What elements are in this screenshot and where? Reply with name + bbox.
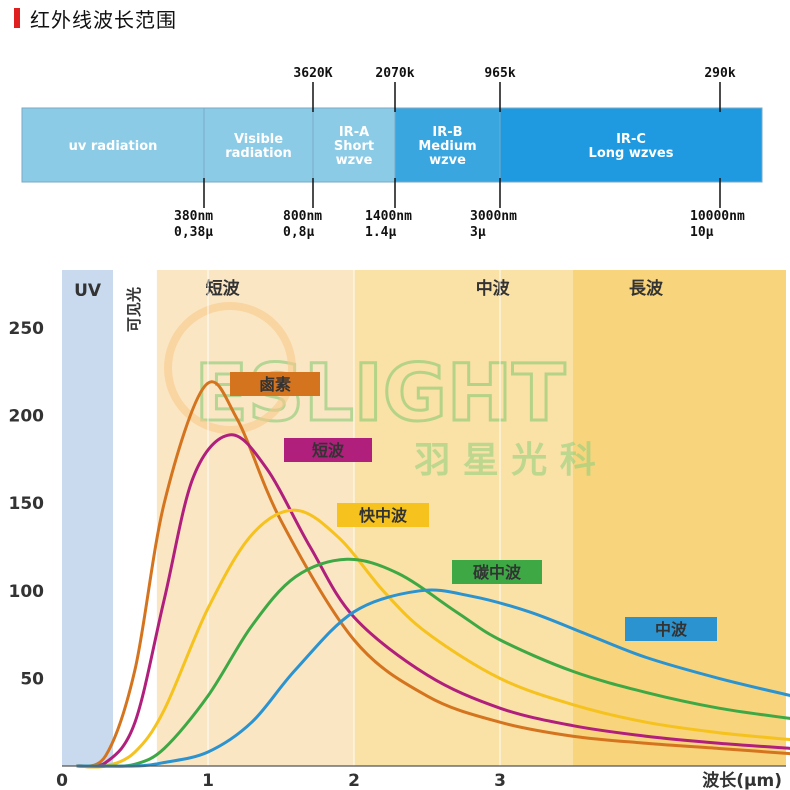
- x-axis-title: 波长(μm): [702, 770, 782, 790]
- spectrum-segment: [499, 107, 763, 183]
- x-tick-label: 0: [56, 771, 68, 790]
- series-label-tag: [452, 560, 542, 584]
- spectrum-bottom-label: 1400nm: [365, 209, 412, 224]
- spectrum-top-label: 290k: [704, 66, 735, 81]
- y-tick-label: 250: [9, 319, 45, 339]
- watermark-ring: [164, 302, 296, 434]
- series-line: [76, 380, 790, 768]
- spectral-chart: UV 可见光 短波 中波 長波 ESLIGHT 羽 星 光 科 鹵素短波快中波碳中波中波…: [9, 270, 790, 790]
- watermark: ESLIGHT 羽 星 光 科: [164, 302, 596, 481]
- y-tick-label: 100: [9, 582, 45, 602]
- series-label-text: 碳中波: [473, 563, 522, 582]
- series-label-tag: [625, 617, 717, 641]
- spectrum-segment-label: Short: [334, 139, 374, 154]
- spectrum-top-label: 965k: [484, 66, 515, 81]
- series-line: [76, 557, 790, 768]
- y-tick-label: 200: [9, 407, 45, 427]
- series-label-text: 快中波: [359, 506, 408, 525]
- series-label-tag: [337, 503, 429, 527]
- spectrum-bottom-label: 0,38μ: [174, 225, 213, 240]
- region-label-visible: 可见光: [125, 287, 143, 332]
- region-label-long: 長波: [629, 278, 664, 299]
- spectrum-bottom-label: 1.4μ: [365, 225, 396, 240]
- series-line: [76, 433, 790, 769]
- page-title: 红外线波长范围: [30, 7, 177, 32]
- spectrum-segment-label: IR-B: [432, 125, 462, 140]
- chart-region: [113, 270, 157, 766]
- series-label-tag: [230, 372, 320, 396]
- page-header: 红外线波长范围: [14, 4, 177, 32]
- series-label-text: 短波: [312, 441, 345, 460]
- y-tick-label: 150: [9, 494, 45, 514]
- y-tick-label: 50: [20, 669, 44, 689]
- spectrum-top-label: 2070k: [375, 66, 414, 81]
- series-label-text: 鹵素: [259, 375, 291, 394]
- chart-series: [76, 380, 790, 769]
- spectrum-segment: [21, 107, 205, 183]
- spectrum-bottom-label: 380nm: [174, 209, 213, 224]
- spectrum-segment-label: IR-A: [339, 125, 369, 140]
- spectrum-bottom-label: 3000nm: [470, 209, 517, 224]
- spectrum-top-label: 3620K: [293, 66, 332, 81]
- spectrum-bottom-label: 800nm: [283, 209, 322, 224]
- chart-region: [573, 270, 786, 766]
- chart-axes: 50 100 150 200 250 0 1 2 3 波长(μm): [9, 319, 786, 790]
- x-tick-label: 1: [202, 771, 214, 790]
- spectrum-segment: [312, 107, 396, 183]
- spectrum-segment-label: radiation: [225, 146, 292, 161]
- watermark-cn: 羽 星 光 科: [414, 440, 596, 481]
- spectrum-bottom-label: 10000nm: [690, 209, 745, 224]
- spectrum-segment-label: wzve: [429, 153, 466, 168]
- spectrum-segment-label: Medium: [418, 139, 476, 154]
- spectrum-bottom-label: 10μ: [690, 225, 714, 240]
- spectrum-segment-label: Visible: [234, 132, 283, 147]
- chart-region: [156, 270, 354, 766]
- spectrum-bar: uv radiation VisibleradiationIR-AShortwzv…: [21, 66, 763, 240]
- spectrum-segment-label: IR-C: [616, 132, 646, 147]
- spectrum-segment-label: wzve: [336, 153, 373, 168]
- series-line: [76, 588, 790, 768]
- spectrum-segment: [394, 107, 501, 183]
- spectrum-segment-label: uv radiation: [69, 139, 158, 154]
- region-label-medium: 中波: [476, 278, 511, 299]
- spectrum-segment-label: Long wzves: [589, 146, 674, 161]
- title-marker: [14, 8, 20, 28]
- series-label-tag: [284, 438, 372, 462]
- series-line: [76, 508, 790, 769]
- chart-region: [62, 270, 114, 766]
- spectrum-bottom-label: 0,8μ: [283, 225, 314, 240]
- x-tick-label: 2: [348, 771, 360, 790]
- region-label-uv: UV: [74, 281, 102, 301]
- series-label-text: 中波: [655, 620, 688, 639]
- region-label-short: 短波: [206, 278, 241, 299]
- spectrum-bottom-label: 3μ: [470, 225, 486, 240]
- x-tick-label: 3: [494, 771, 506, 790]
